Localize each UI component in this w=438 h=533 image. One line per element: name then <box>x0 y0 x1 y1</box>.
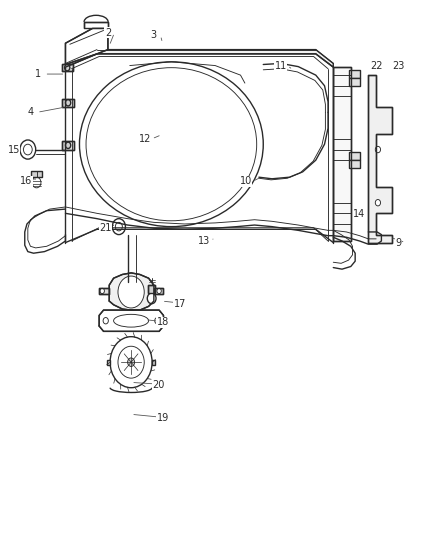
Circle shape <box>147 293 155 304</box>
Text: 1: 1 <box>35 69 41 79</box>
Text: 19: 19 <box>156 413 168 423</box>
Polygon shape <box>349 152 359 160</box>
Polygon shape <box>349 160 359 168</box>
Text: 23: 23 <box>392 61 404 70</box>
Text: 4: 4 <box>27 107 33 117</box>
Polygon shape <box>99 288 109 294</box>
Polygon shape <box>84 22 108 28</box>
Circle shape <box>156 288 161 294</box>
Text: 16: 16 <box>20 176 32 187</box>
Polygon shape <box>109 273 153 310</box>
Circle shape <box>374 147 380 153</box>
Circle shape <box>20 140 35 159</box>
Text: 2: 2 <box>105 28 111 38</box>
Polygon shape <box>62 141 74 150</box>
Text: 21: 21 <box>99 223 112 233</box>
Circle shape <box>103 318 108 324</box>
Text: 15: 15 <box>7 144 20 155</box>
Polygon shape <box>31 171 42 177</box>
Text: 13: 13 <box>198 236 210 246</box>
Polygon shape <box>99 310 163 332</box>
Polygon shape <box>62 99 74 107</box>
Circle shape <box>118 346 144 378</box>
Text: 3: 3 <box>150 30 156 41</box>
Text: 22: 22 <box>369 61 381 70</box>
Circle shape <box>154 318 159 324</box>
Text: 18: 18 <box>156 317 168 327</box>
Polygon shape <box>349 78 359 86</box>
Text: 9: 9 <box>395 238 401 247</box>
Ellipse shape <box>79 62 263 227</box>
Polygon shape <box>62 64 73 71</box>
Polygon shape <box>332 67 350 241</box>
Circle shape <box>65 142 71 149</box>
Circle shape <box>115 222 122 231</box>
Text: 11: 11 <box>274 61 286 70</box>
Polygon shape <box>107 360 110 365</box>
Text: 17: 17 <box>173 298 186 309</box>
Polygon shape <box>349 70 359 78</box>
Circle shape <box>374 199 380 206</box>
Polygon shape <box>65 28 108 64</box>
Polygon shape <box>65 50 332 67</box>
Polygon shape <box>152 360 155 365</box>
Text: 12: 12 <box>138 134 151 144</box>
Circle shape <box>100 288 104 294</box>
Ellipse shape <box>86 68 256 221</box>
Text: 14: 14 <box>353 209 365 220</box>
Ellipse shape <box>113 314 148 327</box>
Polygon shape <box>148 285 155 293</box>
Polygon shape <box>367 75 392 243</box>
Circle shape <box>32 177 41 188</box>
Text: 20: 20 <box>152 379 164 390</box>
Polygon shape <box>153 288 163 294</box>
Circle shape <box>64 64 70 71</box>
Text: 10: 10 <box>239 176 251 187</box>
Circle shape <box>127 358 134 367</box>
Circle shape <box>110 337 152 387</box>
Circle shape <box>118 276 144 308</box>
Circle shape <box>65 100 71 106</box>
Circle shape <box>112 219 125 235</box>
Circle shape <box>23 144 32 155</box>
